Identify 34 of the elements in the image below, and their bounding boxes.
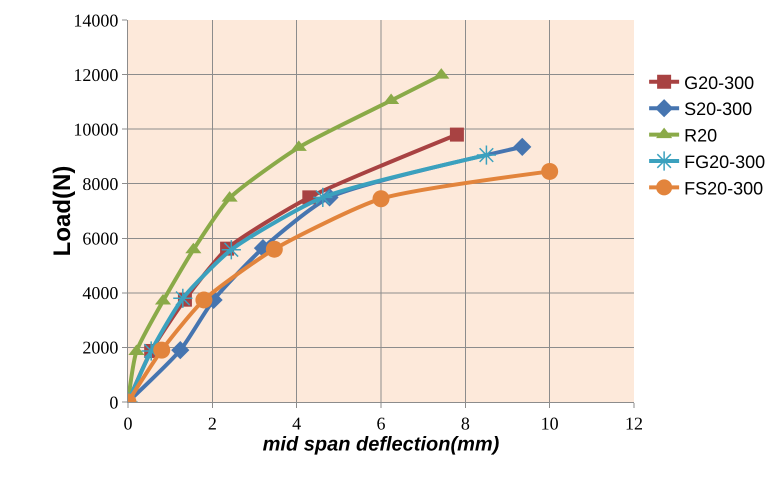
x-tick-label: 12 (625, 414, 643, 434)
point (513, 138, 532, 156)
legend-label: G20-300 (684, 72, 754, 93)
legend-label: S20-300 (684, 99, 752, 120)
y-tick-label: 0 (109, 392, 118, 412)
point (476, 144, 497, 166)
x-tick-label: 6 (376, 414, 386, 434)
legend-label: R20 (684, 126, 718, 146)
x-axis-title: mid span deflection(mm) (262, 434, 500, 456)
y-tick-label: 4000 (82, 283, 118, 304)
x-tick-label: 2 (208, 414, 217, 434)
point (171, 341, 190, 360)
point (541, 162, 558, 180)
y-tick-label: 8000 (82, 174, 118, 194)
point (312, 187, 334, 208)
legend-label: FS20-300 (684, 178, 764, 198)
y-tick-label: 10000 (73, 119, 118, 140)
x-tick-label: 10 (540, 414, 559, 434)
point (450, 128, 464, 142)
point (372, 190, 390, 208)
point (153, 342, 170, 359)
point (172, 288, 194, 309)
y-tick-label: 14000 (73, 10, 118, 30)
x-tick-label: 0 (124, 414, 132, 434)
point (266, 240, 283, 258)
x-tick-label: 8 (460, 414, 470, 434)
y-tick-label: 2000 (82, 338, 118, 358)
point (195, 291, 212, 308)
y-tick-label: 6000 (82, 228, 118, 249)
y-tick-label: 12000 (73, 64, 118, 85)
legend-label: FG20-300 (684, 152, 766, 172)
x-tick-label: 4 (292, 414, 302, 434)
point (220, 239, 242, 260)
y-axis-title: Load(N) (49, 166, 76, 256)
